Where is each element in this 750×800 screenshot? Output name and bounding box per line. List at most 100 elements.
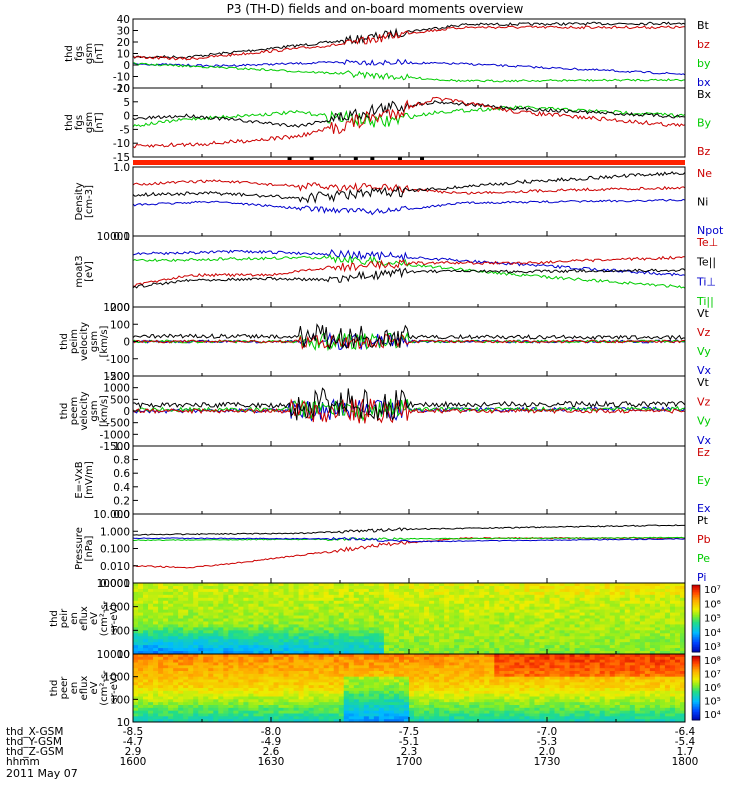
y-axis-label: thd (64, 45, 75, 62)
peer-spec-pixel (424, 685, 430, 689)
peer-spec-pixel (148, 656, 154, 661)
peir-spec-pixel (499, 627, 505, 631)
peer-spec-pixel (378, 696, 385, 700)
peir-spec-pixel (489, 636, 495, 640)
peir-spec-pixel (524, 615, 530, 619)
peir-spec-pixel (564, 597, 570, 602)
peir-spec-pixel (283, 621, 289, 625)
peir-spec-pixel (649, 624, 656, 628)
peer-spec-pixel (183, 682, 189, 686)
peir-spec-pixel (233, 648, 239, 652)
peir-spec-pixel (574, 594, 581, 599)
peer-spec-pixel (333, 654, 340, 658)
peer-spec-pixel (208, 707, 214, 712)
peer-spec-pixel (373, 665, 380, 669)
peer-spec-pixel (494, 679, 500, 683)
peir-spec-pixel (383, 603, 390, 608)
peir-spec-pixel (609, 609, 616, 613)
peir-spec-pixel (584, 612, 591, 616)
peir-spec-pixel (544, 639, 550, 643)
peir-spec-pixel (403, 627, 410, 631)
peir-spec-pixel (368, 621, 375, 625)
peer-spec-pixel (519, 656, 525, 661)
peir-spec-pixel (153, 603, 159, 608)
peer-spec-pixel (173, 685, 179, 689)
peer-spec-pixel (519, 719, 525, 723)
peir-spec-pixel (313, 633, 320, 637)
peer-spec-pixel (514, 707, 520, 712)
peir-spec-pixel (293, 583, 299, 587)
peir-spec-pixel (288, 588, 294, 593)
peir-spec-pixel (544, 597, 550, 602)
peer-spec-pixel (353, 685, 360, 689)
peer-spec-pixel (278, 690, 284, 695)
peer-spec-pixel (143, 685, 149, 689)
peir-spec-pixel (333, 627, 340, 631)
peir-spec-pixel (479, 591, 485, 596)
peir-spec-pixel (258, 618, 264, 622)
peir-spec-pixel (338, 639, 345, 643)
peir-spec-pixel (434, 615, 440, 619)
peir-spec-pixel (148, 651, 154, 655)
peir-spec-pixel (629, 642, 636, 646)
peir-spec-pixel (604, 597, 611, 602)
peir-spec-pixel (183, 624, 189, 628)
peir-spec-pixel (409, 639, 415, 643)
peir-spec-pixel (133, 636, 139, 640)
peer-spec-pixel (479, 690, 485, 695)
peir-spec-pixel (489, 603, 495, 608)
peer-spec-pixel (163, 656, 169, 661)
y-tick-label: 500 (110, 394, 130, 406)
peir-spec-pixel (218, 621, 224, 625)
peer-spec-pixel (529, 668, 535, 672)
peir-spec-pixel (148, 615, 154, 619)
peir-spec-pixel (213, 621, 219, 625)
peer-spec-pixel (464, 668, 470, 672)
peer-spec-pixel (539, 685, 545, 689)
peir-spec-pixel (594, 583, 601, 587)
peer-spec-pixel (403, 719, 410, 723)
peer-spec-pixel (188, 710, 194, 714)
peir-spec-pixel (363, 606, 370, 611)
peir-spec-pixel (213, 585, 219, 590)
peir-spec-pixel (534, 645, 540, 649)
peir-spec-pixel (459, 651, 465, 655)
peir-spec-pixel (293, 597, 299, 602)
peir-spec-pixel (143, 645, 149, 649)
peir-spec-pixel (489, 597, 495, 602)
peir-spec-pixel (534, 627, 540, 631)
peer-spec-pixel (228, 685, 234, 689)
peer-spec-pixel (228, 679, 234, 683)
peer-spec-pixel (524, 702, 530, 706)
peer-spec-pixel (298, 668, 305, 672)
peer-spec-pixel (414, 702, 420, 706)
peer-spec-pixel (193, 665, 199, 669)
peir-spec-pixel (549, 588, 555, 593)
peir-spec-pixel (664, 630, 671, 634)
peer-spec-pixel (398, 676, 405, 680)
peer-spec-pixel (328, 662, 335, 666)
peir-spec-pixel (283, 594, 289, 599)
peir-spec-pixel (474, 648, 480, 652)
peer-spec-pixel (539, 673, 545, 678)
peir-spec-pixel (474, 624, 480, 628)
peir-spec-pixel (459, 597, 465, 602)
peer-spec-pixel (529, 702, 535, 706)
peir-spec-pixel (148, 597, 154, 602)
peer-spec-pixel (393, 713, 400, 717)
peer-spec-pixel (323, 668, 330, 672)
peir-spec-pixel (464, 594, 470, 599)
peir-spec-pixel (444, 645, 450, 649)
peir-spec-pixel (353, 636, 360, 640)
peir-spec-pixel (454, 648, 460, 652)
peer-spec-pixel (398, 719, 405, 723)
peir-spec-pixel (664, 597, 671, 602)
peir-spec-pixel (143, 603, 149, 608)
peir-spec-pixel (484, 633, 490, 637)
peer-spec-pixel (499, 659, 505, 663)
peir-spec-pixel (228, 594, 234, 599)
peer-spec-pixel (353, 662, 360, 666)
peir-spec-pixel (429, 600, 435, 605)
peir-spec-pixel (654, 597, 661, 602)
peer-spec-pixel (439, 688, 445, 692)
